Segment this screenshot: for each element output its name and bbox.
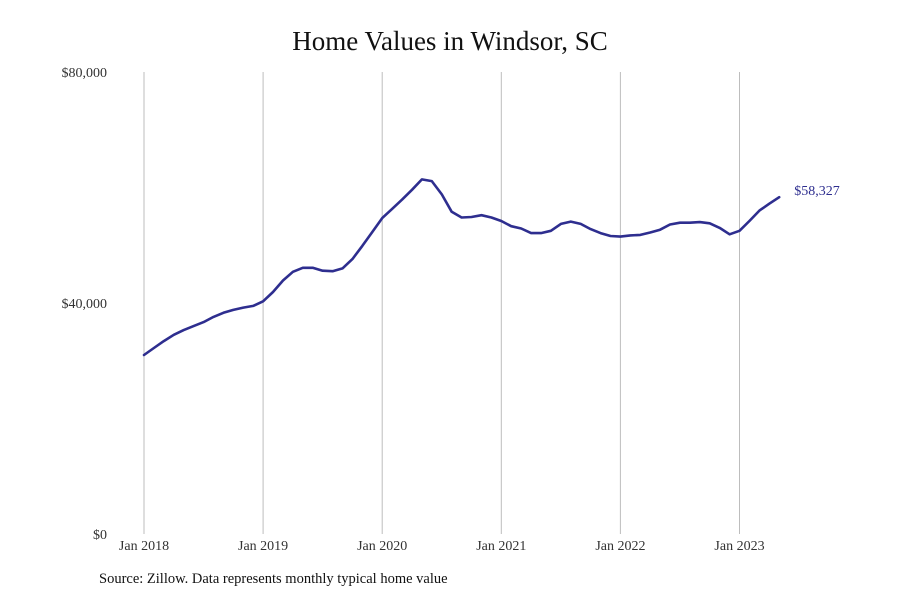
y-tick-label: $40,000 (62, 297, 108, 312)
x-tick-label: Jan 2018 (119, 539, 169, 554)
y-tick-label: $0 (93, 528, 107, 543)
y-axis-ticks: $0 $40,000 $80,000 (62, 66, 108, 543)
x-axis-ticks: Jan 2018 Jan 2019 Jan 2020 Jan 2021 Jan 2022… (119, 539, 765, 554)
x-tick-label: Jan 2023 (714, 539, 764, 554)
x-tick-label: Jan 2020 (357, 539, 407, 554)
y-tick-label: $80,000 (62, 66, 108, 81)
grid-layer (143, 72, 740, 534)
x-tick-label: Jan 2021 (476, 539, 526, 554)
end-value-label: $58,327 (794, 184, 840, 199)
series-line (142, 178, 781, 357)
chart-title: Home Values in Windsor, SC (292, 26, 608, 56)
x-tick-label: Jan 2019 (238, 539, 288, 554)
x-tick-label: Jan 2022 (595, 539, 645, 554)
source-note: Source: Zillow. Data represents monthly … (99, 571, 448, 587)
